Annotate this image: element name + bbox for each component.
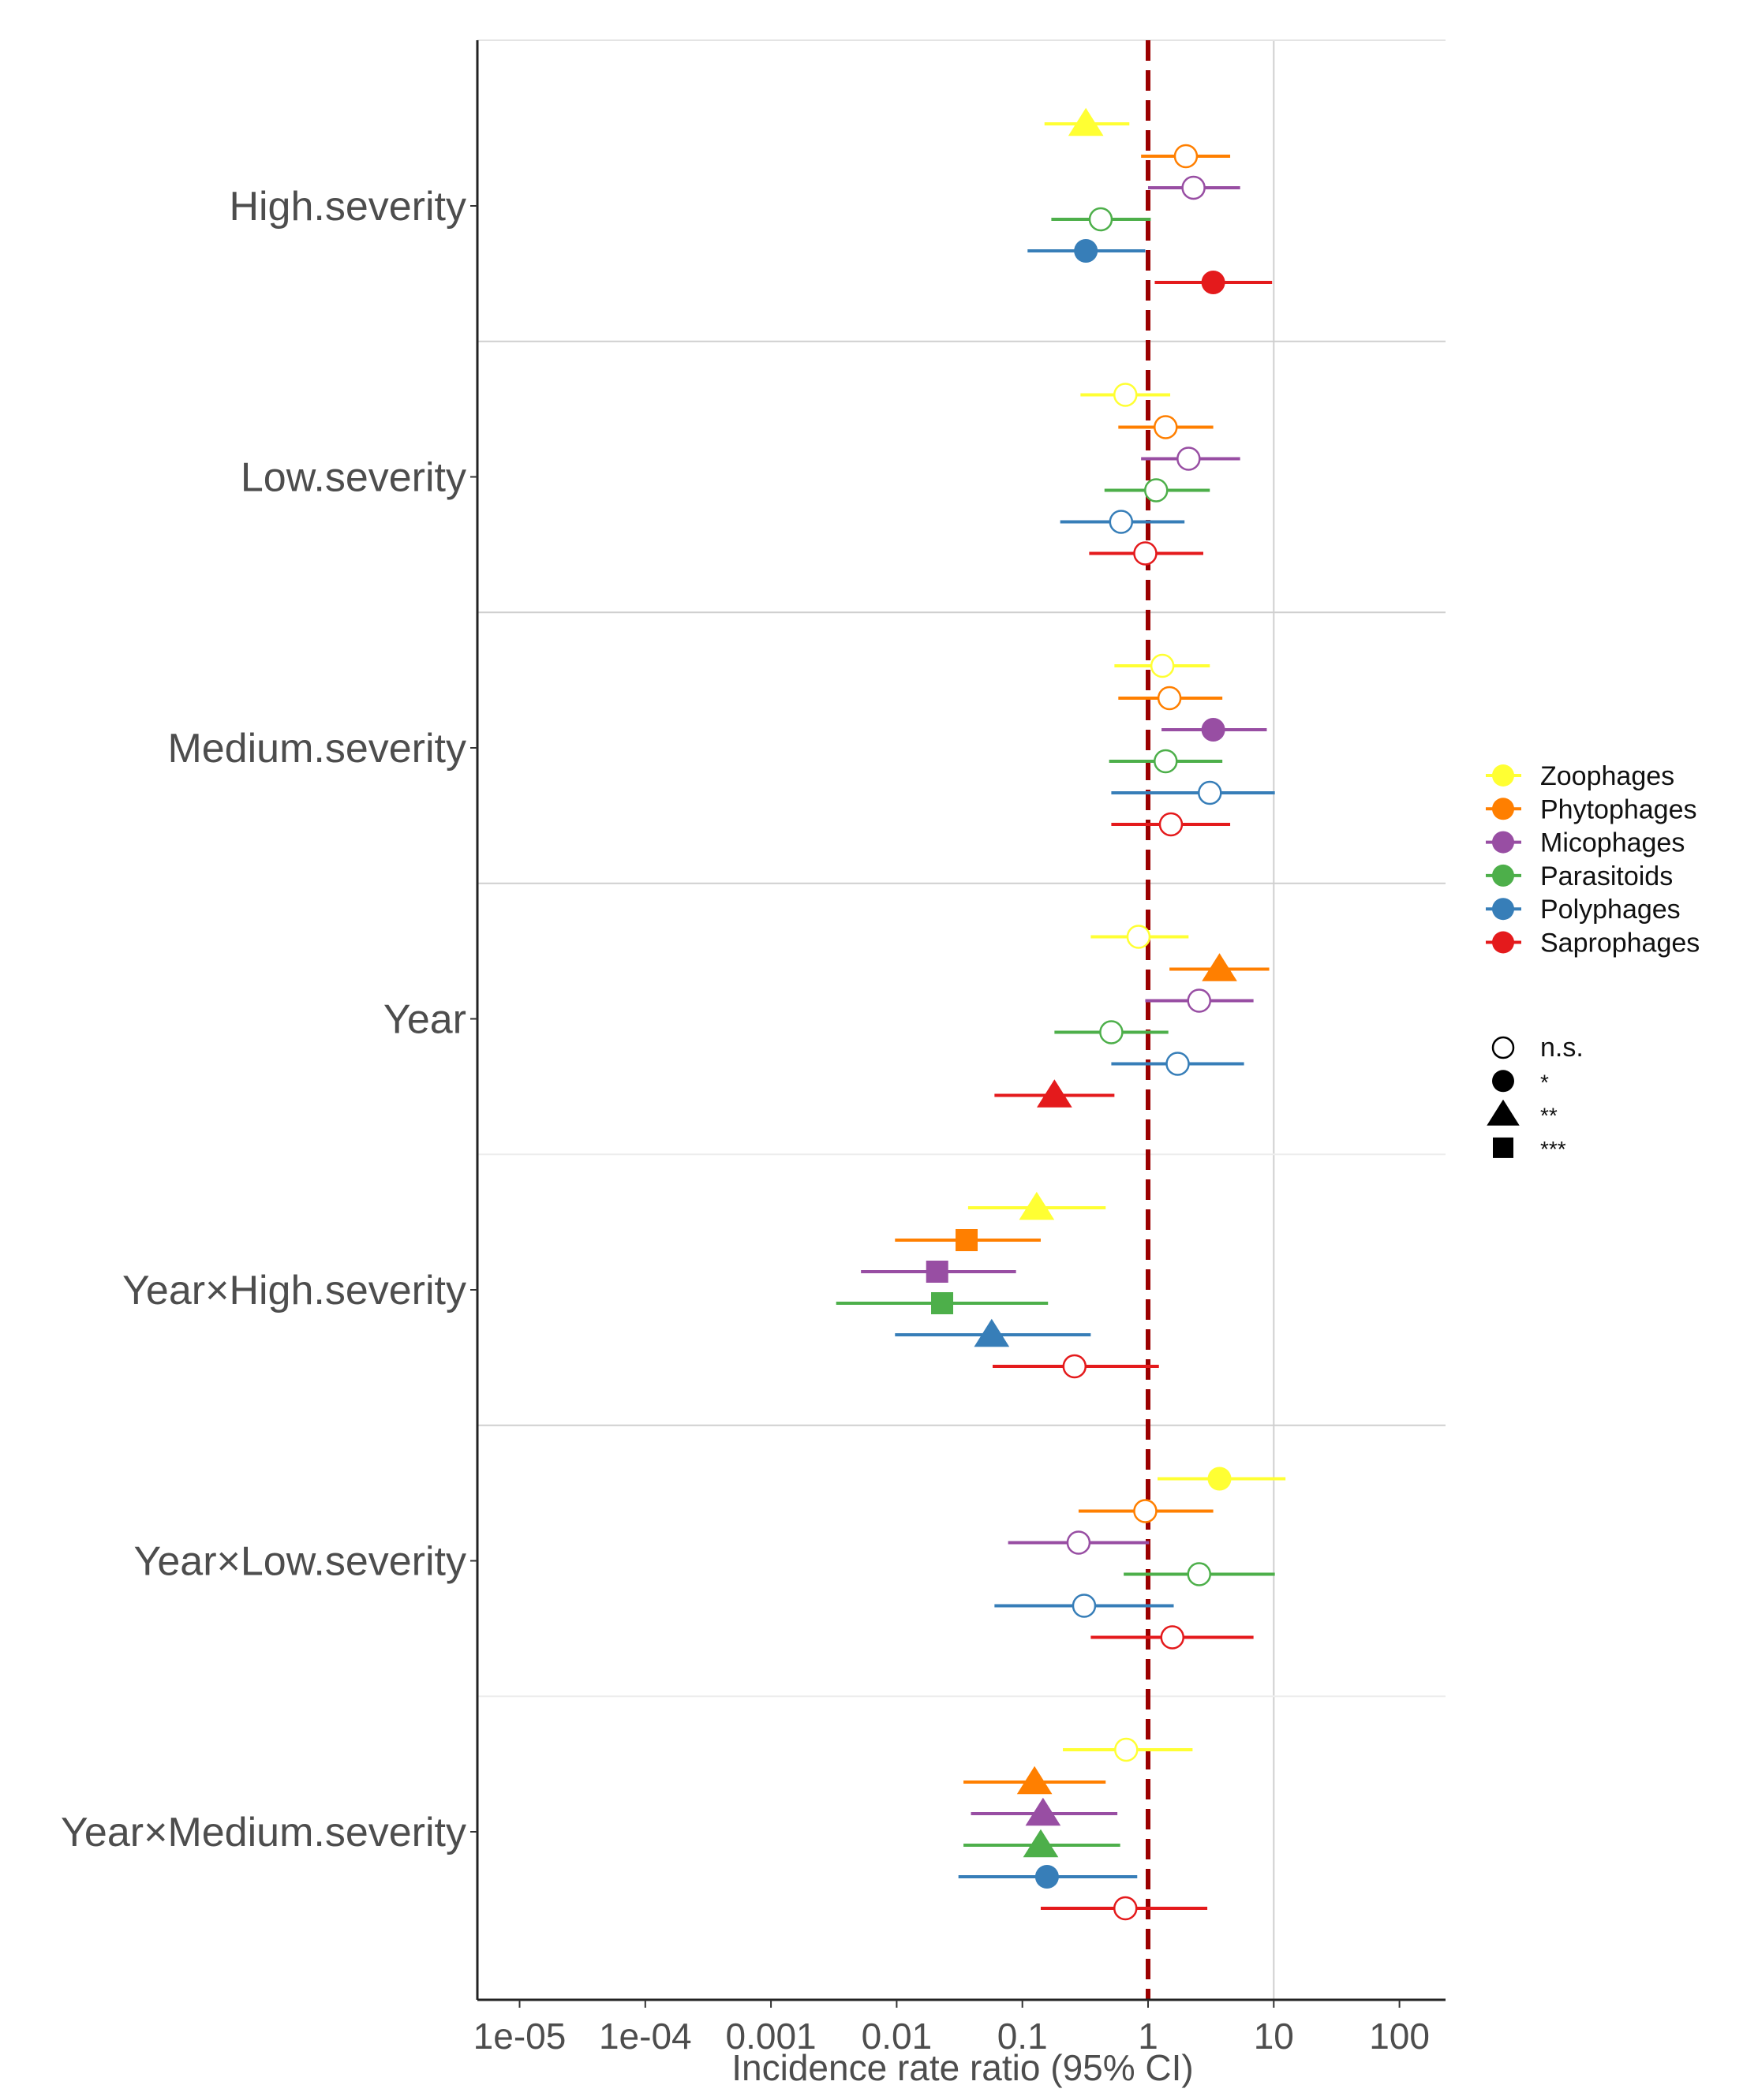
point-phytophages (1133, 1499, 1158, 1523)
legend-significance-label: *** (1540, 1137, 1566, 1161)
point-zoophages (1207, 1467, 1232, 1491)
point-polyphages (974, 1318, 1010, 1347)
legend-shape-square (1493, 1137, 1513, 1158)
point-saprophages (1113, 1896, 1138, 1921)
y-tick-label: Year×Low.severity (133, 1539, 466, 1585)
legend-label: Phytophages (1540, 794, 1697, 824)
point-phytophages (1154, 415, 1178, 439)
legend-label: Zoophages (1540, 761, 1674, 791)
legend-shape-triangle (1487, 1099, 1520, 1126)
point-parasitoids (1144, 478, 1169, 503)
point-zoophages (1114, 1737, 1139, 1762)
point-zoophages (1150, 653, 1175, 678)
y-tick-label: Year×High.severity (122, 1268, 466, 1313)
y-tick-label: Year×Medium.severity (61, 1810, 466, 1855)
legend-label: Micophages (1540, 828, 1685, 858)
legend-shape-open-circle (1491, 1036, 1515, 1059)
point-polyphages (1198, 780, 1222, 805)
grid-lines (477, 39, 1446, 2000)
legend-label: Parasitoids (1540, 861, 1673, 891)
legend-significance-label: n.s. (1540, 1033, 1584, 1063)
legend-shape-circle (1492, 1070, 1514, 1093)
legend-significance-label: * (1540, 1070, 1549, 1094)
point-parasitoids (1187, 1562, 1212, 1586)
point-micophages (1201, 718, 1225, 742)
point-parasitoids (1088, 207, 1113, 232)
point-parasitoids (1023, 1829, 1059, 1858)
y-tick-label: Low.severity (241, 455, 466, 501)
point-zoophages (1019, 1191, 1055, 1220)
point-micophages (1025, 1797, 1061, 1826)
point-saprophages (1133, 541, 1158, 566)
legend-key-saprophages (1492, 931, 1514, 954)
point-zoophages (1113, 383, 1138, 407)
point-saprophages (1201, 271, 1225, 294)
legend-label: Saprophages (1540, 929, 1700, 958)
point-saprophages (1160, 1625, 1185, 1650)
point-polyphages (1109, 510, 1134, 534)
axes: High.severity Low.severity Medium.severity… (61, 40, 1446, 2057)
legend-key-polyphages (1492, 898, 1514, 921)
legend-key-zoophages (1492, 764, 1514, 787)
x-tick-label: 10 (1254, 2016, 1294, 2057)
point-phytophages (956, 1229, 978, 1251)
point-polyphages (1165, 1052, 1190, 1076)
x-tick-label: 1e-05 (473, 2016, 567, 2057)
point-saprophages (1062, 1354, 1087, 1379)
x-tick-label: 1 (1138, 2016, 1158, 2057)
point-phytophages (1173, 144, 1199, 169)
legend-label: Polyphages (1540, 895, 1681, 925)
point-micophages (926, 1261, 948, 1283)
legend-significance-label: ** (1540, 1104, 1558, 1128)
point-parasitoids (931, 1292, 954, 1314)
point-phytophages (1202, 953, 1237, 981)
point-zoophages (1068, 107, 1104, 136)
y-tick-label: Medium.severity (167, 726, 466, 772)
legend-key-phytophages (1492, 798, 1514, 820)
point-saprophages (1158, 812, 1184, 837)
y-tick-label: High.severity (229, 184, 466, 230)
point-phytophages (1016, 1766, 1053, 1795)
point-zoophages (1126, 925, 1151, 949)
point-parasitoids (1099, 1020, 1124, 1044)
point-micophages (1066, 1530, 1091, 1555)
x-tick-label: 1e-04 (599, 2016, 692, 2057)
point-parasitoids (1154, 749, 1178, 774)
point-micophages (1176, 447, 1201, 471)
point-polyphages (1072, 1594, 1097, 1618)
legend-key-micophages (1492, 831, 1514, 854)
x-tick-label: 0.01 (862, 2016, 933, 2057)
x-tick-label: 0.001 (726, 2016, 817, 2057)
y-tick-label: Year (383, 997, 466, 1043)
legend-key-parasitoids (1492, 864, 1514, 887)
data-marks (836, 107, 1286, 1921)
point-polyphages (1074, 239, 1098, 263)
point-saprophages (1037, 1079, 1072, 1108)
x-axis-label: Incidence rate ratio (95% CI) (731, 2047, 1194, 2088)
point-micophages (1181, 175, 1206, 200)
x-tick-label: 0.1 (997, 2016, 1048, 2057)
point-phytophages (1157, 686, 1182, 711)
x-tick-label: 100 (1369, 2016, 1430, 2057)
point-micophages (1187, 988, 1212, 1013)
point-polyphages (1034, 1865, 1059, 1889)
